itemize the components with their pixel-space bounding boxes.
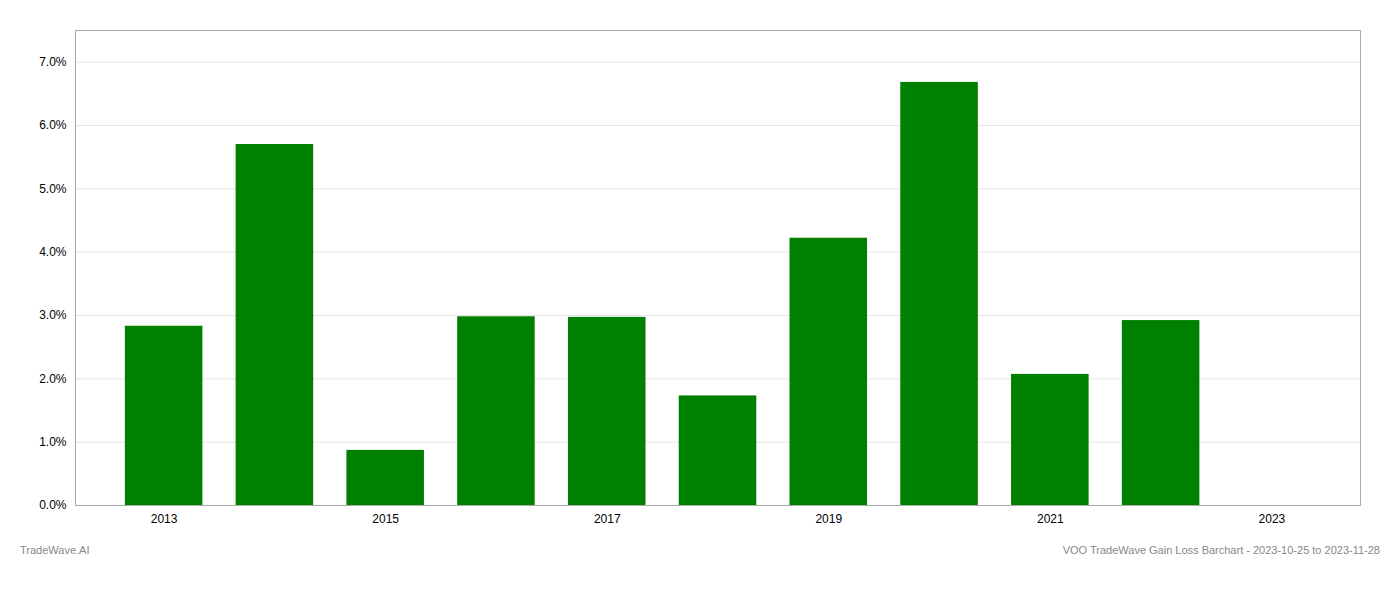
svg-text:2015: 2015 bbox=[372, 512, 399, 526]
svg-text:4.0%: 4.0% bbox=[39, 245, 67, 259]
svg-text:2.0%: 2.0% bbox=[39, 372, 67, 386]
html-text:TradeWave.AI: TradeWave.AI bbox=[20, 544, 90, 556]
svg-text:0.0%: 0.0% bbox=[39, 498, 67, 512]
svg-text:5.0%: 5.0% bbox=[39, 182, 67, 196]
svg-text:6.0%: 6.0% bbox=[39, 118, 67, 132]
html-text:VOO TradeWave Gain Loss Barcha: VOO TradeWave Gain Loss Barchart - 2023-… bbox=[1062, 544, 1380, 556]
svg-text:3.0%: 3.0% bbox=[39, 308, 67, 322]
svg-text:2023: 2023 bbox=[1259, 512, 1286, 526]
svg-text:1.0%: 1.0% bbox=[39, 435, 67, 449]
svg-text:2021: 2021 bbox=[1037, 512, 1064, 526]
svg-text:2019: 2019 bbox=[815, 512, 842, 526]
svg-text:7.0%: 7.0% bbox=[39, 55, 67, 69]
svg-text:2017: 2017 bbox=[594, 512, 621, 526]
svg-text:2013: 2013 bbox=[151, 512, 178, 526]
